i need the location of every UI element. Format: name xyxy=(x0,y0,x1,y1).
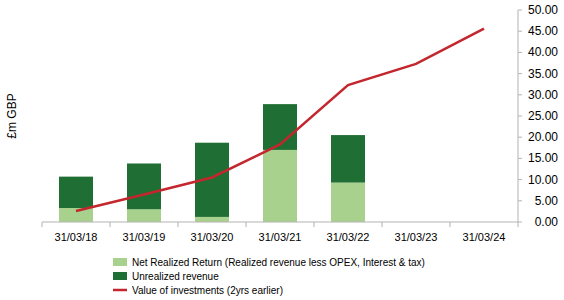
bar-segment xyxy=(127,209,161,222)
bar-segment xyxy=(127,163,161,209)
x-tick-label: 31/03/19 xyxy=(123,231,166,243)
y-tick xyxy=(518,31,522,32)
y-tick-label: 20.00 xyxy=(528,130,558,144)
y-axis-label: £m GBP xyxy=(5,93,19,138)
y-tick-label: 50.00 xyxy=(528,3,558,17)
y-tick-label: 45.00 xyxy=(528,24,558,38)
y-tick-label: 40.00 xyxy=(528,45,558,59)
legend-swatch xyxy=(113,289,127,292)
plot-area xyxy=(59,29,484,222)
chart-container: 31/03/18 31/03/19 31/03/20 31/03/21 31/03/22… xyxy=(0,0,564,300)
x-tick-label: 31/03/24 xyxy=(463,231,506,243)
y-tick xyxy=(518,94,522,95)
chart-svg: 31/03/18 31/03/19 31/03/20 31/03/21 31/03/22… xyxy=(0,0,564,300)
y-tick-label: 25.00 xyxy=(528,109,558,123)
y-tick-label: 0.00 xyxy=(535,215,559,229)
x-tick xyxy=(314,222,315,227)
x-tick-label: 31/03/23 xyxy=(395,231,438,243)
x-tick xyxy=(246,222,247,227)
y-tick xyxy=(518,10,522,11)
y-tick-label: 35.00 xyxy=(528,67,558,81)
y-tick xyxy=(518,222,522,223)
y-tick xyxy=(518,52,522,53)
x-tick xyxy=(450,222,451,227)
x-tick xyxy=(110,222,111,227)
y-tick-label: 5.00 xyxy=(535,194,559,208)
line-series xyxy=(76,29,484,211)
bar-segment xyxy=(59,177,93,208)
bar-segment xyxy=(263,150,297,222)
x-tick-label: 31/03/20 xyxy=(191,231,234,243)
legend-swatch xyxy=(113,258,127,266)
y-tick xyxy=(518,137,522,138)
y-tick xyxy=(518,73,522,74)
x-tick xyxy=(42,222,43,227)
y-tick-label: 10.00 xyxy=(528,173,558,187)
legend-label: Unrealized revenue xyxy=(132,271,219,282)
x-axis-line xyxy=(42,222,518,223)
x-tick-label: 31/03/21 xyxy=(259,231,302,243)
bar-segment xyxy=(331,135,365,182)
x-tick xyxy=(518,222,519,227)
x-tick xyxy=(382,222,383,227)
legend: Net Realized Return (Realized revenue le… xyxy=(113,257,425,296)
bar-segment xyxy=(195,217,229,222)
x-tick-label: 31/03/18 xyxy=(55,231,98,243)
legend-label: Net Realized Return (Realized revenue le… xyxy=(132,257,425,268)
y-tick xyxy=(518,179,522,180)
bar-segment xyxy=(331,183,365,222)
legend-label: Value of investments (2yrs earlier) xyxy=(132,285,283,296)
x-tick-label: 31/03/22 xyxy=(327,231,370,243)
legend-swatch xyxy=(113,272,127,280)
x-tick xyxy=(178,222,179,227)
y-tick-label: 30.00 xyxy=(528,88,558,102)
y-tick xyxy=(518,116,522,117)
y-tick-label: 15.00 xyxy=(528,151,558,165)
y-tick xyxy=(518,158,522,159)
y-tick xyxy=(518,200,522,201)
